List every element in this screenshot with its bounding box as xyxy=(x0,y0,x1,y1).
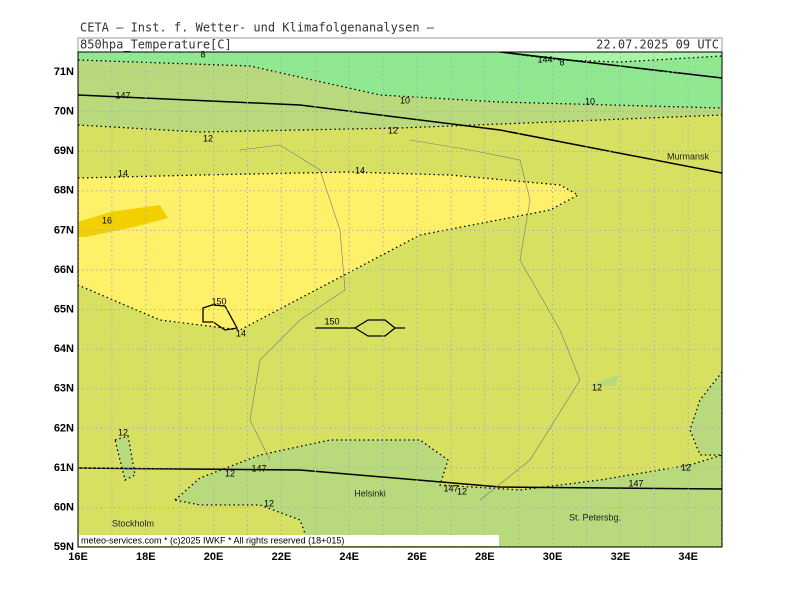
map-frame xyxy=(77,51,723,548)
contour-label: 10 xyxy=(400,95,410,105)
contour-label: 12 xyxy=(592,382,602,392)
geopotential-line xyxy=(499,52,722,79)
field-name: 850hpa_Temperature[C] xyxy=(80,38,232,52)
contour-label: 8 xyxy=(559,57,564,67)
lat-label: 67N xyxy=(54,224,74,236)
place-name: Stockholm xyxy=(112,518,154,528)
contour-label: 14 xyxy=(236,328,246,338)
band-8-10 xyxy=(78,52,722,108)
isotherm xyxy=(499,52,722,63)
lat-label: 59N xyxy=(54,541,74,553)
lat-label: 62N xyxy=(54,422,74,434)
contour-label: 150 xyxy=(324,316,339,326)
contour-label: 12 xyxy=(457,486,467,496)
place-name: St. Petersbg. xyxy=(569,512,621,522)
place-name: Helsinki xyxy=(354,488,386,498)
contour-label: 150 xyxy=(211,296,226,306)
band-below-12-south xyxy=(173,439,722,547)
lat-label: 64N xyxy=(54,343,74,355)
lon-label: 32E xyxy=(611,551,631,563)
lat-label: 70N xyxy=(54,106,74,118)
place-name: Murmansk xyxy=(667,151,710,161)
lon-label: 30E xyxy=(543,551,563,563)
lon-label: 16E xyxy=(68,551,88,563)
lon-label: 24E xyxy=(339,551,359,563)
lon-label: 18E xyxy=(136,551,156,563)
contour-label: 12 xyxy=(118,427,128,437)
lat-label: 60N xyxy=(54,502,74,514)
contour-label: 147 xyxy=(443,483,458,493)
contour-label: 147 xyxy=(251,463,266,473)
contour-label: 8 xyxy=(200,49,205,59)
contour-label: 147 xyxy=(628,478,643,488)
contour-label: 16 xyxy=(102,215,112,225)
contour-label: 12 xyxy=(203,133,213,143)
isotherm xyxy=(78,59,722,109)
band-below-12-small xyxy=(590,374,620,386)
lon-label: 28E xyxy=(475,551,495,563)
footer-box xyxy=(79,535,499,546)
contour-label: 12 xyxy=(388,125,398,135)
border xyxy=(409,139,581,501)
contour-label: 144 xyxy=(537,54,552,64)
valid-time: 22.07.2025 09 UTC xyxy=(596,38,719,52)
band-below-8 xyxy=(500,52,722,62)
lat-label: 65N xyxy=(54,304,74,316)
lat-label: 69N xyxy=(54,145,74,157)
lat-label: 68N xyxy=(54,185,74,197)
lat-label: 66N xyxy=(54,264,74,276)
footer: meteo-services.com * (c)2025 IWKF * All … xyxy=(81,535,344,545)
contour-label: 12 xyxy=(225,468,235,478)
geopotential-line xyxy=(78,467,722,490)
contour-label: 14 xyxy=(118,168,128,178)
lon-label: 26E xyxy=(407,551,427,563)
contour-label: 12 xyxy=(264,498,274,508)
header-title: CETA — Inst. f. Wetter- und Klimafolgena… xyxy=(80,21,435,35)
map-area xyxy=(78,52,722,547)
lon-label: 20E xyxy=(204,551,224,563)
band-below-12-east xyxy=(689,370,722,456)
coastline xyxy=(239,144,346,461)
geopotential-line xyxy=(78,94,722,174)
lat-label: 63N xyxy=(54,383,74,395)
geopotential-line xyxy=(202,304,239,331)
contour-label: 14 xyxy=(355,165,365,175)
lon-label: 34E xyxy=(678,551,698,563)
geopotential-line xyxy=(315,319,405,337)
contour-label: 10 xyxy=(585,96,595,106)
lat-label: 71N xyxy=(54,66,74,78)
contour-label: 12 xyxy=(681,462,691,472)
isotherm xyxy=(78,114,722,133)
band-above-16 xyxy=(78,205,168,237)
lon-label: 22E xyxy=(272,551,292,563)
lat-label: 61N xyxy=(54,462,74,474)
contour-label: 147 xyxy=(115,90,130,100)
band-14-16 xyxy=(78,171,580,331)
